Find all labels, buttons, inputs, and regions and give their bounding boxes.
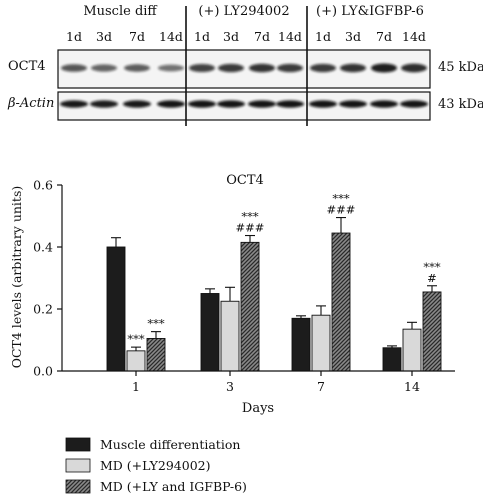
significance-label: *** bbox=[127, 332, 145, 346]
significance-annotations: ******###*** ###***#*** bbox=[127, 192, 441, 347]
actin-band bbox=[123, 100, 151, 108]
lane-label: 1d bbox=[66, 29, 82, 44]
oct4-band bbox=[189, 63, 215, 73]
oct4-bands bbox=[61, 63, 427, 73]
significance-label: *** bbox=[332, 192, 350, 206]
x-axis-label: Days bbox=[242, 401, 274, 416]
lane-label: 7d bbox=[376, 29, 392, 44]
bar bbox=[402, 328, 422, 372]
oct4-band bbox=[218, 63, 244, 73]
oct4-band bbox=[158, 64, 184, 72]
lane-label: 14d bbox=[402, 29, 426, 44]
bar bbox=[331, 232, 351, 372]
actin-band bbox=[217, 100, 245, 108]
y-axis-ticks: 0.0 0.2 0.4 0.6 bbox=[33, 178, 62, 379]
error-bars bbox=[111, 217, 437, 351]
oct4-band bbox=[124, 64, 150, 72]
bars bbox=[106, 232, 442, 372]
x-tick-label: 14 bbox=[404, 379, 420, 394]
lane-label: 14d bbox=[159, 29, 183, 44]
oct4-band bbox=[401, 63, 427, 73]
bar bbox=[146, 338, 166, 372]
lane-label: 14d bbox=[278, 29, 302, 44]
actin-band bbox=[276, 100, 304, 108]
y-tick-label: 0.4 bbox=[33, 240, 53, 255]
significance-label: *** bbox=[241, 210, 259, 224]
oct4-band bbox=[340, 63, 366, 73]
legend-swatch bbox=[65, 458, 91, 473]
x-axis-ticks: 1 3 7 14 bbox=[132, 371, 420, 394]
actin-band bbox=[188, 100, 216, 108]
legend-label: MD (+LY and IGFBP-6) bbox=[100, 479, 247, 494]
oct4-band bbox=[310, 63, 336, 73]
bar-chart: OCT4 OCT4 levels (arbitrary units) Days … bbox=[9, 173, 455, 416]
blot-size-label: 45 kDa bbox=[438, 60, 483, 75]
lane-label: 3d bbox=[96, 29, 112, 44]
lane-label: 3d bbox=[223, 29, 239, 44]
blot-group-label: Muscle diff bbox=[83, 4, 158, 19]
bar bbox=[126, 350, 146, 372]
blot-group-label: (+) LY294002 bbox=[198, 4, 289, 19]
oct4-band bbox=[61, 64, 87, 72]
significance-label: # bbox=[427, 271, 437, 285]
bar bbox=[240, 241, 260, 372]
lane-labels: 1d 3d 7d 14d 1d 3d 7d 14d 1d 3d 7d 14d bbox=[66, 29, 426, 44]
legend-swatch bbox=[65, 479, 91, 494]
actin-band bbox=[339, 100, 367, 108]
x-tick-label: 1 bbox=[132, 379, 140, 394]
significance-label: *** bbox=[423, 260, 441, 274]
y-tick-label: 0.2 bbox=[33, 302, 53, 317]
oct4-band bbox=[91, 64, 117, 72]
actin-band bbox=[370, 100, 398, 108]
significance-label: ### bbox=[327, 203, 356, 217]
bar bbox=[422, 291, 442, 372]
bar bbox=[106, 246, 126, 372]
lane-label: 3d bbox=[345, 29, 361, 44]
blot-size-label: 43 kDa bbox=[438, 97, 483, 112]
x-tick-label: 7 bbox=[317, 379, 325, 394]
bar bbox=[200, 293, 220, 372]
blot-row-label: β-Actin bbox=[7, 96, 54, 111]
legend-swatch bbox=[65, 437, 91, 452]
y-tick-label: 0.6 bbox=[33, 178, 53, 193]
significance-label: *** bbox=[147, 317, 165, 331]
actin-band bbox=[60, 100, 88, 108]
western-blot: Muscle diff (+) LY294002 (+) LY&IGFBP-6 … bbox=[7, 4, 483, 126]
blot-group-label: (+) LY&IGFBP-6 bbox=[316, 4, 424, 19]
chart-title: OCT4 bbox=[226, 173, 264, 188]
lane-label: 1d bbox=[194, 29, 210, 44]
legend: Muscle differentiation MD (+LY294002) MD… bbox=[65, 437, 247, 494]
oct4-band bbox=[277, 63, 303, 73]
legend-label: Muscle differentiation bbox=[100, 437, 240, 452]
lane-label: 7d bbox=[129, 29, 145, 44]
y-tick-label: 0.0 bbox=[33, 364, 53, 379]
legend-label: MD (+LY294002) bbox=[100, 458, 211, 473]
oct4-band bbox=[371, 63, 397, 73]
blot-row-label: OCT4 bbox=[8, 59, 46, 74]
lane-label: 7d bbox=[254, 29, 270, 44]
actin-band bbox=[157, 100, 185, 108]
lane-label: 1d bbox=[315, 29, 331, 44]
actin-bands bbox=[60, 100, 428, 108]
bar bbox=[311, 314, 331, 372]
oct4-blot-strip bbox=[57, 49, 431, 89]
significance-label: ### bbox=[236, 221, 265, 235]
y-axis-label: OCT4 levels (arbitrary units) bbox=[9, 186, 24, 369]
actin-band bbox=[90, 100, 118, 108]
bar bbox=[220, 300, 240, 372]
actin-band bbox=[309, 100, 337, 108]
bar bbox=[382, 347, 402, 372]
actin-band bbox=[400, 100, 428, 108]
actin-blot-strip bbox=[57, 91, 431, 121]
bar bbox=[291, 317, 311, 372]
x-tick-label: 3 bbox=[226, 379, 234, 394]
oct4-band bbox=[249, 63, 275, 73]
actin-band bbox=[248, 100, 276, 108]
